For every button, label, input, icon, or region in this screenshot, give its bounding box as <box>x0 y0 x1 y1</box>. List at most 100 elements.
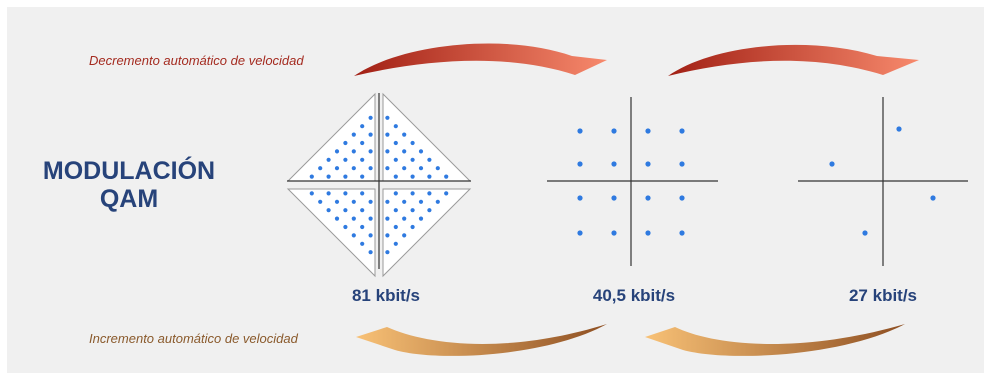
constellation-point <box>351 149 356 154</box>
constellation-point <box>410 208 415 213</box>
diamond-quadrant-lower-left <box>286 188 376 278</box>
constellation-16qam <box>547 97 718 266</box>
constellation-point <box>393 157 398 162</box>
constellation-point <box>360 124 365 129</box>
constellation-point <box>427 174 432 179</box>
constellation-point <box>351 166 356 171</box>
constellation-point <box>368 216 373 221</box>
constellation-point <box>326 157 331 162</box>
constellation-point <box>611 161 617 167</box>
constellation-point <box>896 126 902 132</box>
constellation-point <box>385 233 390 238</box>
constellation-point <box>351 233 356 238</box>
diamond-quadrant-upper-left <box>286 92 376 182</box>
constellation-point <box>435 166 440 171</box>
constellation-point <box>368 166 373 171</box>
constellation-point <box>410 140 415 146</box>
constellation-point <box>368 149 373 154</box>
constellation-point <box>326 174 331 179</box>
constellation-point <box>343 174 348 179</box>
constellation-point <box>862 230 868 236</box>
constellation-point <box>343 191 348 196</box>
constellation-point <box>385 149 390 154</box>
constellation-point <box>334 216 340 221</box>
constellation-point <box>577 230 583 236</box>
constellation-point <box>385 132 390 137</box>
constellation-point <box>360 241 365 246</box>
constellation-point <box>418 216 424 221</box>
constellation-point <box>385 115 390 120</box>
decrement-caption: Decremento automático de velocidad <box>89 53 304 68</box>
constellation-point <box>645 161 651 167</box>
constellation-point <box>418 166 424 171</box>
constellation-point <box>393 224 398 230</box>
constellation-point <box>410 224 415 230</box>
increment-arrow-1 <box>356 324 607 356</box>
constellation-point <box>385 166 390 171</box>
constellation-point <box>577 161 583 167</box>
constellation-point <box>402 199 407 204</box>
slide-background: Decremento automático de velocidad Incre… <box>7 7 984 373</box>
constellation-point <box>368 132 373 137</box>
constellation-point <box>351 132 356 137</box>
increment-arrow-2 <box>645 324 905 356</box>
decrement-arrow-2 <box>668 44 919 76</box>
constellation-point <box>334 166 340 171</box>
constellation-point <box>444 174 449 179</box>
constellation-point <box>351 216 356 221</box>
constellation-point <box>577 195 583 201</box>
constellation-point <box>427 191 432 196</box>
constellation-point <box>326 208 331 213</box>
constellation-point <box>343 157 348 162</box>
constellation-point <box>418 199 424 204</box>
constellation-point <box>343 140 348 146</box>
constellation-point <box>427 157 432 162</box>
rate-label-128qam: 81 kbit/s <box>351 286 421 305</box>
constellation-point <box>402 149 407 154</box>
constellation-point <box>679 161 685 167</box>
constellation-point <box>368 250 373 255</box>
constellation-point <box>393 191 398 196</box>
constellation-point <box>368 115 373 120</box>
constellation-point <box>679 230 685 236</box>
qam-diagram <box>286 43 968 356</box>
modulation-title-line2: QAM <box>99 185 159 213</box>
constellation-point <box>309 174 314 179</box>
constellation-point <box>393 241 398 246</box>
constellation-point <box>444 191 449 196</box>
constellation-point <box>427 208 432 213</box>
constellation-point <box>385 199 390 204</box>
constellation-point <box>393 208 398 213</box>
constellation-point <box>334 149 340 154</box>
constellation-4point <box>798 97 968 266</box>
constellation-point <box>402 216 407 221</box>
constellation-point <box>410 157 415 162</box>
increment-caption: Incremento automático de velocidad <box>89 331 298 346</box>
constellation-point <box>410 191 415 196</box>
constellation-point <box>393 140 398 146</box>
constellation-point <box>402 233 407 238</box>
constellation-point <box>360 174 365 179</box>
diamond-quadrant-lower-right <box>382 188 472 278</box>
decrement-arrow-1 <box>354 43 607 76</box>
constellation-point <box>645 128 651 134</box>
constellation-point <box>611 195 617 201</box>
constellation-point <box>930 195 936 201</box>
modulation-title-line1: MODULACIÓN <box>42 157 216 185</box>
constellation-point <box>368 199 373 204</box>
constellation-point <box>351 199 356 204</box>
constellation-point <box>402 166 407 171</box>
constellation-point <box>343 208 348 213</box>
modulation-title: MODULACIÓN QAM <box>34 157 224 213</box>
constellation-point <box>435 199 440 204</box>
rate-label-16qam: 40,5 kbit/s <box>592 286 676 305</box>
constellation-point <box>385 216 390 221</box>
constellation-point <box>393 174 398 179</box>
constellation-point <box>360 224 365 230</box>
constellation-128qam <box>286 92 472 278</box>
constellation-point <box>611 230 617 236</box>
constellation-point <box>360 208 365 213</box>
constellation-point <box>309 191 314 196</box>
constellation-point <box>326 191 331 196</box>
constellation-point <box>577 128 583 134</box>
